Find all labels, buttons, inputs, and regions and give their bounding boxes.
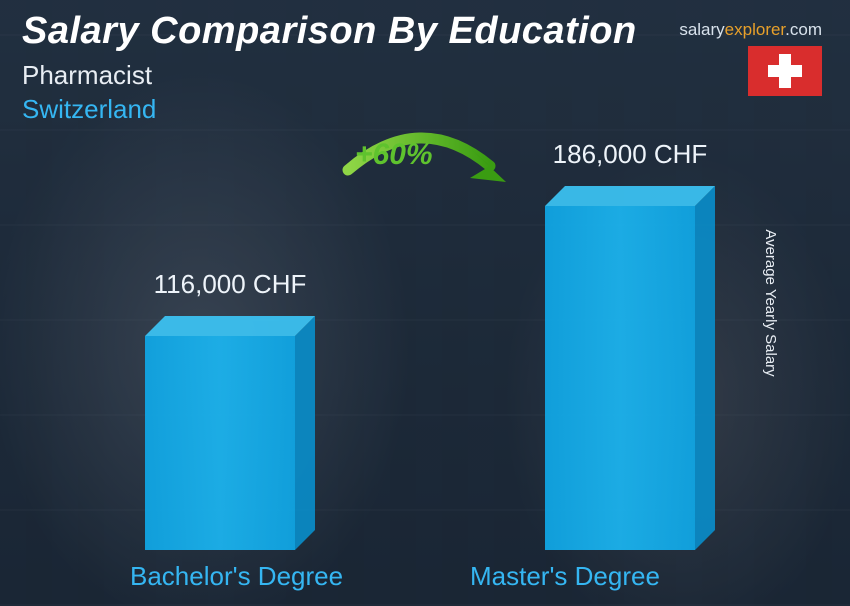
bar-side [695,186,715,550]
y-axis-label: Average Yearly Salary [762,229,779,376]
bar-side [295,316,315,550]
chart-title: Salary Comparison By Education [22,10,637,53]
bar-value-label: 186,000 CHF [553,139,708,170]
bar-front [145,336,295,550]
bar-top [545,186,715,206]
bar-front [545,206,695,550]
bar-3d [145,336,315,550]
bar-3d [545,206,715,550]
brand-watermark: salaryexplorer.com [679,20,822,40]
bar-category-label: Master's Degree [470,561,660,592]
brand-accent: explorer [725,20,785,39]
bar-value-label: 116,000 CHF [154,269,307,300]
switzerland-flag-icon [748,46,822,96]
percent-increase-label: +60% [355,138,433,172]
brand-suffix: .com [785,20,822,39]
brand-prefix: salary [679,20,724,39]
profession-label: Pharmacist [22,60,152,91]
bars-area: 116,000 CHF 186,000 CHF [110,190,750,550]
bar-category-label: Bachelor's Degree [130,561,343,592]
country-label: Switzerland [22,94,156,125]
content-layer: Salary Comparison By Education Pharmacis… [0,0,850,606]
bar-top [145,316,315,336]
